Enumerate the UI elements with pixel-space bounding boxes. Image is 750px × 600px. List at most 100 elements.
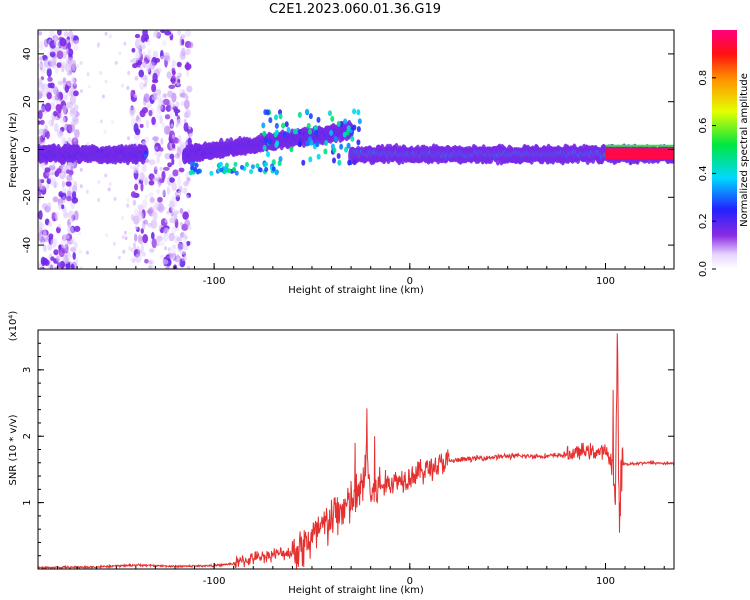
spectrogram-cell — [144, 194, 148, 199]
snr-xtick-label: 0 — [407, 576, 413, 587]
spectrogram-cell — [158, 225, 162, 230]
spectrogram-cell — [177, 242, 183, 253]
spectrogram-cell — [183, 122, 189, 132]
spectrogram-cell — [66, 190, 72, 197]
spectrogram-cell — [156, 154, 160, 164]
spectrogram-cell — [156, 188, 161, 195]
spectrogram-cell — [48, 221, 53, 228]
spectrogram-cell — [130, 248, 134, 253]
spectrogram-cell — [104, 173, 108, 178]
spectrogram-cell — [262, 144, 267, 151]
spectrogram-cell — [123, 41, 127, 46]
spectrogram-cell — [50, 58, 57, 69]
spectrogram-cell — [130, 191, 136, 198]
spectrogram-cell — [150, 219, 158, 229]
spectrogram-cell — [173, 210, 180, 215]
spectrogram-cell — [157, 183, 161, 188]
spectrogram-cell — [62, 195, 66, 203]
spectrogram-cell — [271, 166, 276, 172]
spectrogram-cell — [164, 30, 172, 36]
spectrogram-xtick-label: 100 — [596, 276, 615, 287]
snr-xlabel: Height of straight line (km) — [288, 585, 424, 596]
spectrogram-cell — [97, 197, 101, 202]
spectrogram-cell — [316, 153, 321, 160]
spectrogram-cell — [133, 169, 137, 174]
spectrogram-cell — [176, 175, 182, 186]
spectrogram-cell — [332, 147, 337, 154]
spectrogram-cell — [167, 247, 171, 252]
spectrogram-cell — [44, 102, 52, 112]
spectrogram-cell — [170, 207, 176, 212]
spectrogram-cell — [48, 263, 55, 269]
spectrogram-cell — [61, 61, 67, 69]
spectrogram-cell — [188, 177, 192, 182]
spectrogram-cell — [160, 55, 164, 60]
spectrogram-cell — [56, 89, 60, 98]
spectrogram-cell — [314, 129, 319, 136]
spectrogram-cell — [266, 151, 271, 158]
spectrogram-cell — [61, 180, 66, 188]
spectrogram-cell — [157, 176, 163, 186]
colorbar-tick-label: 0.6 — [698, 118, 709, 134]
spectrogram-cell — [127, 70, 131, 75]
spectrogram-cell — [173, 108, 181, 114]
spectrogram-cell — [64, 84, 70, 93]
spectrogram-cell — [332, 157, 337, 164]
spectrogram-cell — [289, 146, 294, 153]
spectrogram-cell — [136, 163, 140, 168]
spectrogram-cell — [114, 60, 118, 65]
spectrogram-cell — [65, 48, 70, 55]
spectrogram-cell — [350, 135, 355, 142]
spectrogram-cell — [71, 191, 77, 200]
spectrogram-cell — [50, 102, 56, 111]
spectrogram-cell — [172, 244, 176, 249]
spectrogram-cell — [356, 126, 361, 133]
chart-title: C2E1.2023.060.01.36.G19 — [268, 2, 442, 17]
spectrogram-cell — [154, 88, 162, 96]
spectrogram-cell — [152, 136, 159, 141]
spectrogram-cell — [38, 178, 42, 189]
spectrogram-cell — [263, 161, 268, 167]
spectrogram-ytick-label: -20 — [22, 189, 33, 205]
spectrogram-cell — [63, 234, 70, 240]
snr-ylabel: SNR (10 * v/v) — [8, 414, 19, 485]
spectrogram-cell — [142, 30, 148, 37]
spectrogram-cell — [182, 89, 186, 94]
spectrogram-cell — [111, 120, 115, 125]
spectrogram-cell — [50, 177, 57, 187]
spectrogram-cell — [59, 37, 67, 47]
spectrogram-cell — [85, 250, 89, 255]
spectrogram-cell — [352, 124, 357, 131]
spectrogram-cell — [158, 100, 162, 105]
spectrogram-cell — [38, 90, 43, 100]
spectrogram-cell — [69, 95, 77, 106]
spectrogram-cell — [171, 134, 175, 139]
spectrogram-cell — [132, 57, 139, 63]
spectrogram-cell — [147, 49, 151, 54]
spectrogram-cell — [133, 122, 139, 133]
spectrogram-cell — [166, 228, 170, 233]
spectrogram-cell — [87, 84, 91, 89]
spectrogram-cell — [172, 169, 179, 177]
spectrogram-cell — [180, 221, 184, 226]
spectrogram-cell — [127, 136, 131, 141]
spectrogram-cell — [356, 139, 361, 146]
spectrogram-cell — [313, 124, 318, 131]
colorbar-gradient — [712, 30, 737, 269]
spectrogram-cell — [86, 72, 90, 77]
spectrogram-cell — [187, 209, 191, 214]
spectrogram-cell — [71, 237, 76, 245]
spectrogram-cell — [219, 167, 224, 173]
spectrogram-cell — [126, 85, 130, 90]
spectrogram-cell — [104, 79, 108, 84]
spectrogram-cell — [53, 36, 58, 47]
spectrogram-cell — [357, 118, 362, 125]
spectrogram-cell — [352, 108, 357, 115]
spectrogram-cell — [178, 185, 183, 191]
spectrogram-xlabel: Height of straight line (km) — [288, 285, 424, 296]
spectrogram-cell — [185, 61, 190, 71]
spectrogram-cell — [75, 39, 79, 44]
spectrogram-cell — [68, 210, 75, 220]
spectrogram-cell — [146, 38, 151, 46]
spectrogram-cell — [142, 198, 148, 209]
